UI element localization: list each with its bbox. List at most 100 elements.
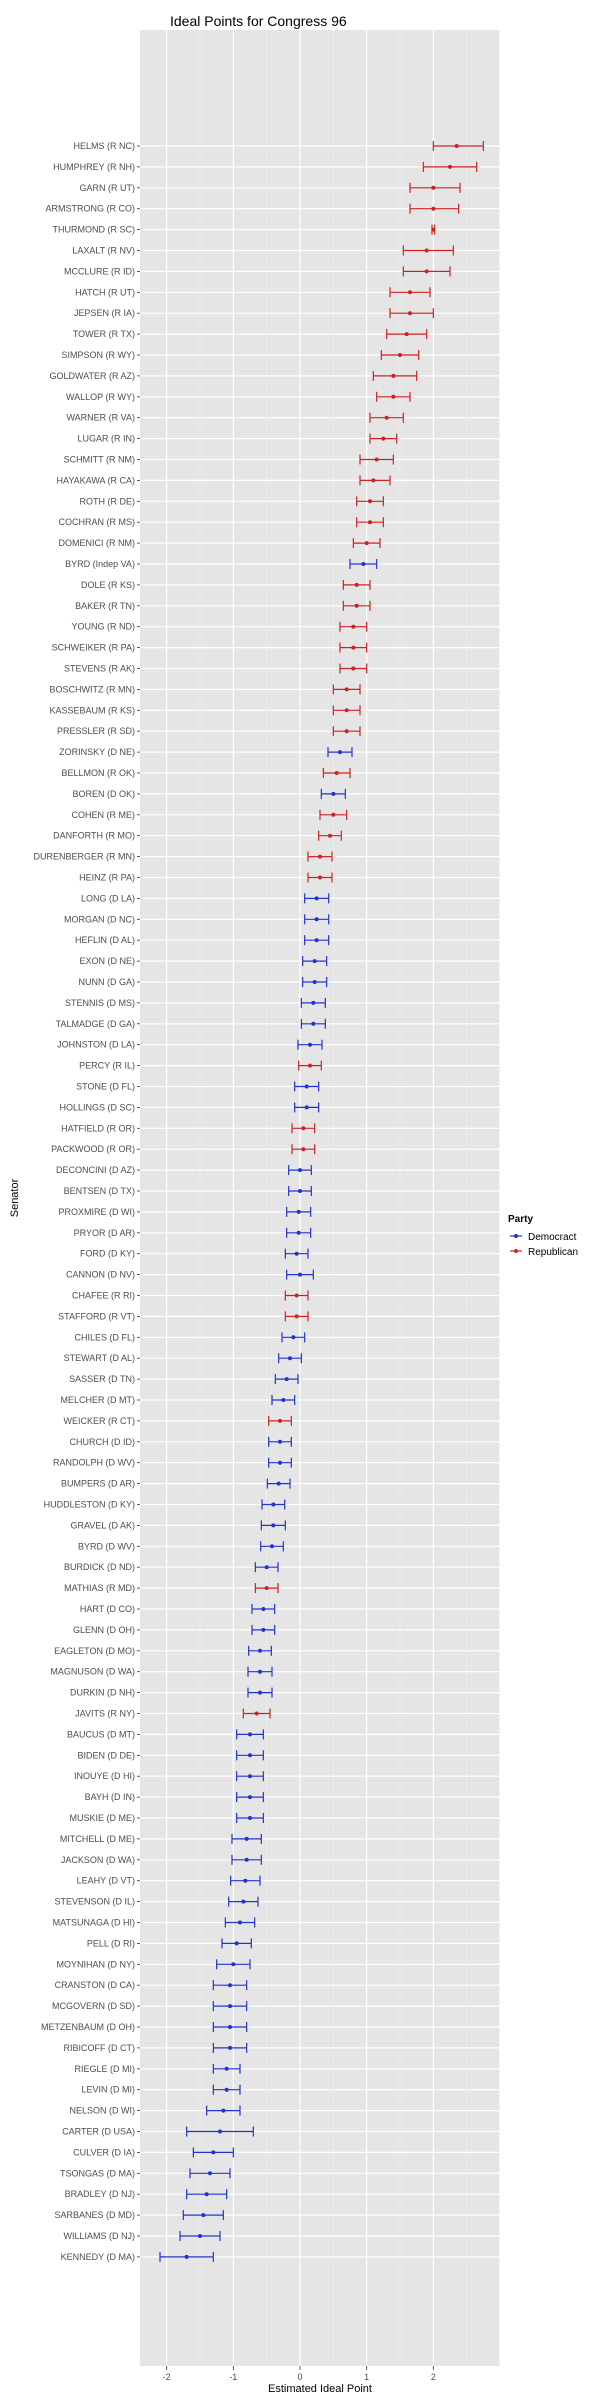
data-point <box>264 1565 269 1570</box>
data-point <box>294 1314 299 1319</box>
y-tick-label: WALLOP (R WY) <box>66 392 135 402</box>
y-tick-label: JAVITS (R NY) <box>75 1709 135 1719</box>
y-tick-label: HUMPHREY (R NH) <box>53 162 135 172</box>
data-point <box>314 896 319 901</box>
data-point <box>381 436 386 441</box>
data-point <box>261 1607 266 1611</box>
data-point <box>384 415 389 420</box>
y-tick-label: CHILES (D FL) <box>74 1332 135 1342</box>
y-tick-label: CHURCH (D ID) <box>70 1437 136 1447</box>
data-point <box>391 394 396 399</box>
data-point <box>431 227 436 232</box>
y-tick-label: EXON (D NE) <box>79 956 135 966</box>
data-point <box>408 290 412 295</box>
legend-label-democract: Democract <box>528 1232 577 1243</box>
y-tick-label: LONG (D LA) <box>81 893 135 903</box>
data-point <box>338 750 342 755</box>
y-tick-label: MUSKIE (D ME) <box>69 1813 135 1823</box>
data-point <box>228 2025 232 2029</box>
data-point <box>276 1481 281 1486</box>
data-point <box>228 1983 232 1988</box>
y-tick-label: PRYOR (D AR) <box>74 1228 135 1238</box>
y-tick-label: MELCHER (D MT) <box>61 1395 136 1405</box>
data-point <box>241 1899 246 1904</box>
data-point <box>448 164 452 169</box>
data-point <box>271 1523 276 1528</box>
data-point <box>201 2213 206 2218</box>
y-tick-label: WILLIAMS (D NJ) <box>63 2231 135 2241</box>
grid-lines <box>140 30 501 2366</box>
data-point <box>344 708 349 713</box>
y-tick-label: HAYAKAWA (R CA) <box>56 475 135 485</box>
data-point <box>301 1147 306 1152</box>
data-point <box>344 687 349 692</box>
data-point <box>328 833 332 838</box>
data-point <box>354 582 359 587</box>
y-tick-label: MORGAN (D NC) <box>64 914 135 924</box>
data-point <box>344 729 349 734</box>
y-tick-label: CULVER (D IA) <box>73 2147 135 2157</box>
data-point <box>294 1293 299 1298</box>
y-tick-label: STEVENS (R AK) <box>64 664 135 674</box>
data-point <box>228 2045 232 2050</box>
y-tick-label: SCHWEIKER (R PA) <box>52 643 135 653</box>
data-point <box>351 666 356 671</box>
data-point <box>424 269 429 274</box>
x-tick-label: 0 <box>297 2372 302 2382</box>
data-point <box>298 1189 302 1193</box>
y-tick-label: BAKER (R TN) <box>75 601 135 611</box>
y-tick-label: MATHIAS (R MD) <box>64 1583 135 1593</box>
y-tick-label: GRAVEL (D AK) <box>70 1520 135 1530</box>
data-point <box>368 520 372 525</box>
y-tick-label: GARN (R UT) <box>80 183 136 193</box>
data-point <box>431 206 436 211</box>
y-tick-label: JOHNSTON (D LA) <box>57 1040 135 1050</box>
y-tick-label: METZENBAUM (D OH) <box>41 2022 135 2032</box>
data-marks <box>159 141 484 2262</box>
y-tick-label: INOUYE (D HI) <box>74 1771 135 1781</box>
y-tick-label: STAFFORD (R VT) <box>58 1311 135 1321</box>
data-point <box>288 1356 292 1361</box>
y-tick-label: BYRD (Indep VA) <box>65 559 135 569</box>
y-tick-label: SASSER (D TN) <box>69 1374 135 1384</box>
y-tick-label: MITCHELL (D ME) <box>60 1834 135 1844</box>
y-tick-label: COCHRAN (R MS) <box>59 517 136 527</box>
data-point <box>361 562 366 566</box>
y-tick-label: RANDOLPH (D WV) <box>53 1458 135 1468</box>
data-point <box>371 478 376 483</box>
y-tick-label: COHEN (R ME) <box>72 810 136 820</box>
data-point <box>374 457 379 462</box>
y-tick-label: CANNON (D NV) <box>66 1270 135 1280</box>
data-point <box>431 185 436 190</box>
y-tick-label: GLENN (D OH) <box>73 1625 135 1635</box>
data-point <box>331 812 336 817</box>
x-tick-label: -2 <box>163 2372 171 2382</box>
y-tick-label: SCHMITT (R NM) <box>64 455 135 465</box>
x-tick-label: 1 <box>364 2372 369 2382</box>
data-point <box>228 2004 232 2009</box>
y-tick-label: PRESSLER (R SD) <box>57 726 135 736</box>
y-tick-label: DECONCINI (D AZ) <box>56 1165 135 1175</box>
y-tick-label: LEAHY (D VT) <box>77 1876 135 1886</box>
y-tick-label: MAGNUSON (D WA) <box>50 1667 135 1677</box>
y-tick-label: BURDICK (D ND) <box>64 1562 135 1572</box>
data-point <box>208 2171 212 2176</box>
y-tick-label: GOLDWATER (R AZ) <box>50 371 136 381</box>
y-tick-label: BELLMON (R OK) <box>61 768 135 778</box>
data-point <box>314 938 319 943</box>
data-point <box>351 645 356 650</box>
x-tick-label: 2 <box>431 2372 436 2382</box>
data-point <box>312 959 317 964</box>
data-point <box>308 1042 312 1047</box>
y-tick-label: LAXALT (R NV) <box>72 246 135 256</box>
y-tick-label: HEFLIN (D AL) <box>75 935 135 945</box>
data-point <box>258 1669 262 1674</box>
y-tick-label: LUGAR (R IN) <box>77 434 135 444</box>
y-tick-label: YOUNG (R ND) <box>72 622 136 632</box>
data-point <box>254 1711 259 1716</box>
data-point <box>298 1168 302 1173</box>
y-tick-label: ARMSTRONG (R CO) <box>46 204 136 214</box>
legend-key-democract-point <box>514 1234 518 1238</box>
y-tick-label: DOLE (R KS) <box>81 580 135 590</box>
